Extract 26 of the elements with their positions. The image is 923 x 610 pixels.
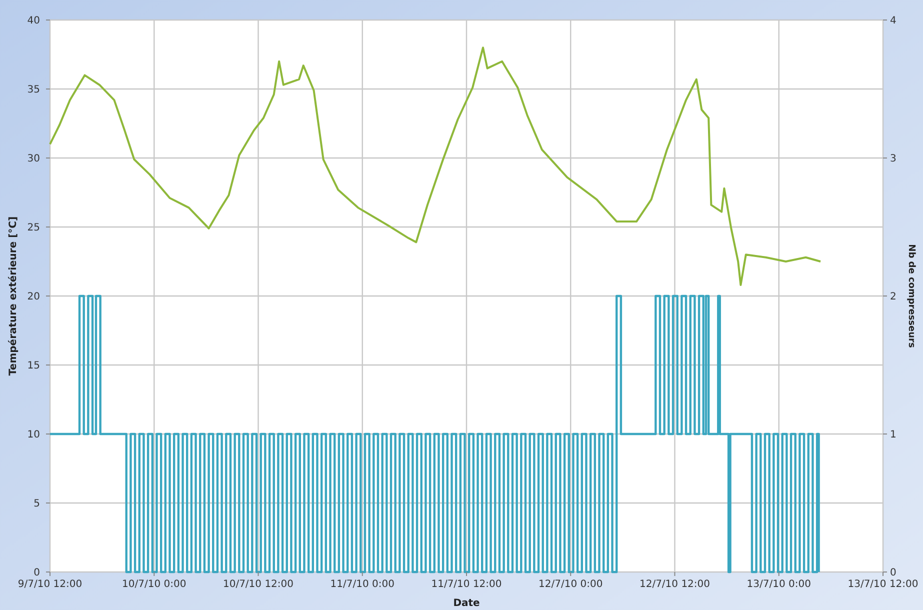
x-tick-label: 9/7/10 12:00 [18,579,82,590]
x-tick-label: 10/7/10 12:00 [222,579,294,590]
y2-tick-label: 1 [890,430,896,440]
y2-tick-label: 4 [890,16,896,26]
y-tick-label: 25 [27,222,40,234]
x-tick-label: 12/7/10 0:00 [538,579,603,590]
x-tick-label: 11/7/10 12:00 [431,579,502,590]
y2-tick-label: 3 [890,154,896,164]
y-tick-label: 0 [34,568,40,578]
y-tick-label: 10 [27,430,40,440]
y2-tick-label: 2 [890,292,896,302]
x-tick-label: 12/7/10 12:00 [639,579,710,590]
x-tick-label: 13/7/10 0:00 [746,579,811,590]
y-axis-title: Température extérieure [°C] [8,216,19,376]
y-tick-label: 30 [27,154,40,164]
x-tick-label: 11/7/10 0:00 [330,579,394,590]
y-tick-label: 15 [27,360,40,372]
y-tick-label: 35 [27,84,40,96]
x-axis-title: Date [453,598,480,609]
y-tick-label: 5 [34,498,40,510]
y2-tick-label: 0 [890,568,896,578]
y2-axis-title: Nb de compresseurs [906,244,916,348]
x-tick-label: 10/7/10 0:00 [122,579,186,590]
y-tick-label: 40 [27,16,40,26]
x-tick-label: 13/7/10 12:00 [848,579,918,590]
y-tick-label: 20 [27,292,40,302]
